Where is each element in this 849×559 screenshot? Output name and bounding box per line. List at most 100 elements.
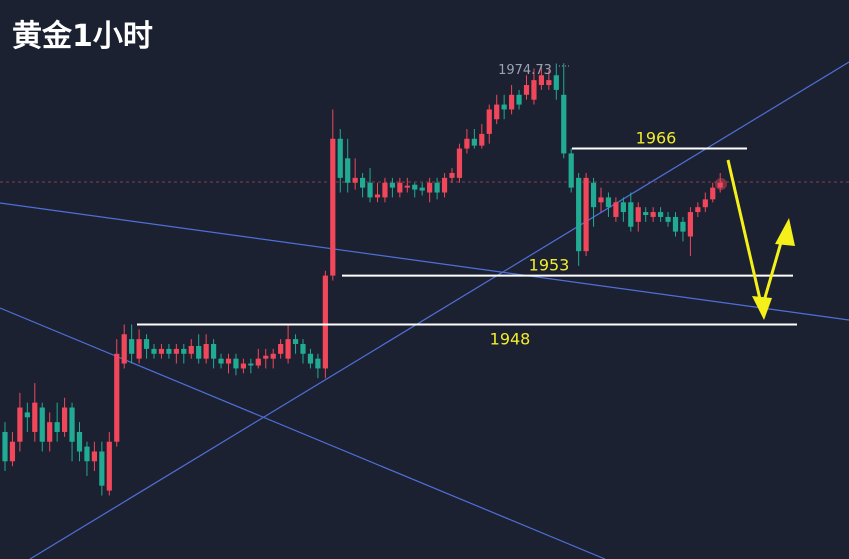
candle-body	[441, 177, 448, 193]
candle-body	[9, 441, 16, 462]
candle-body	[17, 407, 23, 442]
candle-body	[531, 80, 537, 100]
candle-body	[106, 441, 112, 491]
candle-body	[345, 158, 351, 183]
candle-body	[404, 185, 410, 188]
candle-body	[479, 133, 485, 146]
candle-body	[203, 344, 209, 359]
candle-body	[337, 138, 343, 178]
arrow-head	[775, 218, 795, 246]
candle-body	[99, 451, 105, 486]
candle-body	[516, 94, 522, 105]
candle-body	[568, 153, 574, 188]
candle-body	[576, 177, 582, 252]
level-label: 1966	[636, 129, 677, 148]
candle-body	[546, 80, 552, 86]
candle-body	[590, 182, 597, 208]
candle-body	[501, 104, 507, 110]
candles	[2, 63, 723, 496]
candle-body	[24, 412, 30, 418]
level-label: 1948	[490, 329, 531, 348]
candle-body	[360, 177, 366, 188]
candle-body	[672, 216, 679, 232]
candle-body	[129, 339, 135, 354]
candle-body	[32, 402, 38, 432]
level-label: 1953	[529, 256, 570, 275]
candle-body	[412, 184, 418, 190]
candle-body	[136, 339, 142, 359]
candle-body	[523, 85, 530, 95]
arrow-head	[752, 296, 772, 320]
candle-body	[374, 194, 381, 198]
candle-body	[509, 94, 515, 110]
candle-body	[620, 202, 626, 213]
candle-body	[367, 182, 373, 198]
candle-body	[248, 363, 254, 366]
trend-line	[0, 307, 606, 559]
candle-body	[166, 348, 172, 354]
candle-body	[69, 407, 75, 442]
candle-body	[211, 344, 217, 359]
candle-body	[650, 212, 656, 217]
candle-body	[553, 75, 559, 90]
candle-body	[561, 94, 567, 154]
candle-body	[419, 187, 425, 191]
candle-body	[218, 358, 224, 364]
candle-body	[471, 138, 477, 146]
candle-body	[173, 348, 179, 354]
candle-body	[158, 348, 165, 354]
candle-body	[389, 182, 395, 188]
trend-line	[0, 202, 849, 321]
forecast-arrow	[726, 159, 795, 320]
candle-body	[717, 182, 723, 188]
candle-body	[121, 334, 127, 364]
candle-body	[233, 358, 239, 369]
candle-body	[143, 339, 150, 349]
candle-body	[352, 177, 358, 183]
candle-body	[583, 177, 589, 252]
candle-body	[687, 212, 693, 237]
candle-body	[91, 451, 97, 462]
candle-body	[114, 353, 120, 442]
candle-body	[643, 212, 649, 215]
candle-body	[62, 407, 68, 432]
candle-body	[322, 275, 328, 369]
candle-body	[635, 207, 641, 222]
candle-body	[695, 207, 701, 213]
candle-body	[315, 358, 321, 369]
candle-body	[665, 216, 671, 222]
trend-line	[29, 61, 849, 559]
candle-body	[538, 75, 544, 86]
candle-body	[382, 182, 388, 198]
candle-body	[397, 182, 403, 193]
candle-body	[598, 197, 604, 203]
candle-body	[76, 431, 83, 452]
candle-body	[449, 172, 455, 178]
candle-body	[285, 339, 291, 359]
candle-body	[225, 358, 232, 364]
candle-body	[47, 422, 53, 442]
candle-body	[680, 221, 686, 232]
candle-body	[427, 182, 433, 193]
candle-body	[307, 353, 314, 364]
candle-body	[710, 187, 716, 200]
candle-body	[240, 363, 246, 369]
candle-body	[300, 344, 306, 354]
candle-body	[188, 345, 194, 354]
candle-body	[2, 431, 8, 462]
candle-body	[464, 138, 470, 149]
candle-body	[702, 199, 708, 208]
glow-dot	[715, 178, 727, 190]
levels: 1966 1953 1948	[137, 129, 797, 348]
candle-body	[494, 104, 500, 120]
candle-body	[434, 182, 440, 193]
high-label: 1974.73	[498, 63, 552, 78]
candle-body	[613, 202, 619, 217]
candle-body	[278, 344, 284, 354]
candle-body	[628, 202, 634, 227]
candle-body	[605, 197, 612, 208]
candle-body	[330, 138, 336, 276]
